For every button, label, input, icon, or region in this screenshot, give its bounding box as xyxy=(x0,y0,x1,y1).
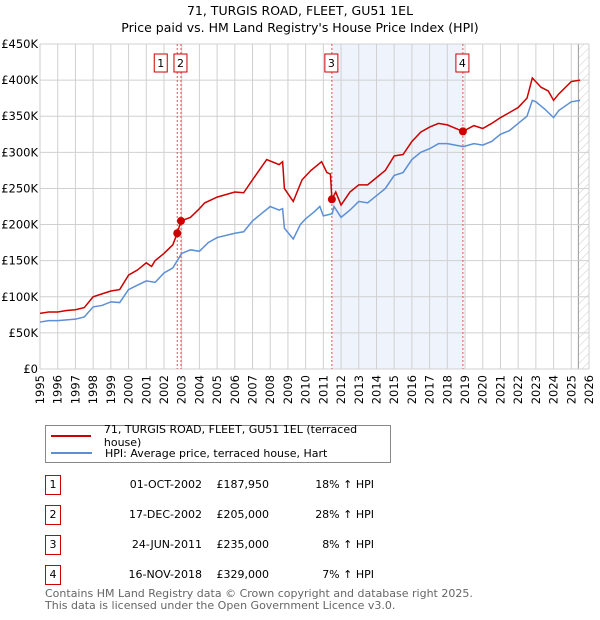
transaction-point xyxy=(176,216,185,225)
series-line-property xyxy=(39,76,581,315)
transaction-hpi-change: 28% ↑ HPI xyxy=(315,508,374,521)
transaction-number-badge: 1 xyxy=(45,475,61,495)
transaction-price: £205,000 xyxy=(216,508,270,521)
transaction-number-badge: 4 xyxy=(45,565,61,585)
x-tick-label: 1999 xyxy=(104,375,118,404)
transaction-date: 24-JUN-2011 xyxy=(131,538,202,551)
x-tick-label: 2001 xyxy=(139,375,153,404)
transaction-row: 4 16-NOV-2018 £329,000 7% ↑ HPI xyxy=(45,565,465,585)
series-line-hpi xyxy=(39,99,581,323)
x-tick-label: 2018 xyxy=(440,375,454,404)
legend-item-property: 71, TURGIS ROAD, FLEET, GU51 1EL (terrac… xyxy=(46,423,390,449)
x-tick-label: 2014 xyxy=(369,375,383,404)
legend-swatch-red xyxy=(51,435,91,437)
x-tick-label: 2010 xyxy=(299,375,313,404)
y-tick-label: £200K xyxy=(1,218,38,232)
x-tick-label: 2006 xyxy=(228,375,242,404)
x-tick-label: 2020 xyxy=(476,375,490,404)
y-tick-label: £50K xyxy=(9,326,39,340)
transaction-date: 01-OCT-2002 xyxy=(129,478,202,491)
x-tick-label: 2000 xyxy=(122,375,136,404)
transaction-label-box xyxy=(153,53,168,73)
transaction-price: £329,000 xyxy=(216,568,270,581)
x-tick-label: 2023 xyxy=(529,375,543,404)
transaction-price: £235,000 xyxy=(216,538,270,551)
y-tick-label: £350K xyxy=(1,109,38,123)
x-tick-label: 2022 xyxy=(511,375,525,404)
x-tick-label: 2012 xyxy=(334,375,348,404)
x-tick-label: 2007 xyxy=(246,375,260,404)
legend-swatch-blue xyxy=(51,452,92,454)
x-tick-label: 2003 xyxy=(175,375,189,404)
transaction-hpi-change: 8% ↑ HPI xyxy=(322,538,374,551)
transaction-number-badge: 3 xyxy=(45,535,61,555)
transaction-label: 1 xyxy=(157,57,164,70)
legend-label: 71, TURGIS ROAD, FLEET, GU51 1EL (terrac… xyxy=(103,423,358,449)
transaction-hpi-change: 7% ↑ HPI xyxy=(322,568,374,581)
y-tick-label: £150K xyxy=(1,254,38,268)
transaction-date: 17-DEC-2002 xyxy=(128,508,202,521)
x-tick-label: 2024 xyxy=(547,375,561,404)
transaction-point xyxy=(173,229,182,238)
transaction-label: 2 xyxy=(177,57,184,70)
y-tick-label: £100K xyxy=(1,290,38,304)
x-tick-label: 2008 xyxy=(263,375,277,404)
x-tick-label: 1995 xyxy=(33,375,47,404)
x-tick-label: 2011 xyxy=(316,375,330,404)
x-tick-label: 2017 xyxy=(423,375,437,404)
y-tick-label: £250K xyxy=(1,181,38,195)
transaction-point xyxy=(458,127,467,136)
chart-title: 71, TURGIS ROAD, FLEET, GU51 1EL xyxy=(186,3,414,18)
shaded-period xyxy=(331,44,463,369)
legend-item-hpi: HPI: Average price, terraced house, Hart xyxy=(46,445,327,461)
footer: Contains HM Land Registry data © Crown c… xyxy=(45,588,473,612)
chart-subtitle: Price paid vs. HM Land Registry's House … xyxy=(121,20,479,35)
transaction-point xyxy=(327,195,336,204)
transaction-row: 1 01-OCT-2002 £187,950 18% ↑ HPI xyxy=(45,475,465,495)
transaction-row: 2 17-DEC-2002 £205,000 28% ↑ HPI xyxy=(45,505,465,525)
footer-line: This data is licensed under the Open Gov… xyxy=(45,599,396,612)
x-tick-label: 2025 xyxy=(564,375,578,404)
x-tick-label: 2013 xyxy=(352,375,366,404)
x-tick-label: 2019 xyxy=(458,375,472,404)
transaction-date: 16-NOV-2018 xyxy=(128,568,202,581)
legend-label: HPI: Average price, terraced house, Hart xyxy=(105,446,328,460)
x-tick-label: 2016 xyxy=(405,375,419,404)
x-tick-label: 2002 xyxy=(157,375,171,404)
x-tick-label: 2026 xyxy=(582,375,596,404)
legend: 71, TURGIS ROAD, FLEET, GU51 1EL (terrac… xyxy=(45,423,391,463)
transaction-label-box xyxy=(324,53,339,73)
y-tick-label: £400K xyxy=(1,73,38,87)
y-tick-label: £450K xyxy=(1,37,38,51)
x-tick-label: 1996 xyxy=(51,375,65,404)
transaction-row: 3 24-JUN-2011 £235,000 8% ↑ HPI xyxy=(45,535,465,555)
x-tick-label: 2021 xyxy=(493,375,507,404)
x-tick-label: 1998 xyxy=(86,375,100,404)
x-tick-label: 2005 xyxy=(210,375,224,404)
x-tick-label: 2004 xyxy=(192,375,206,404)
x-tick-label: 2009 xyxy=(281,375,295,404)
y-tick-label: £0 xyxy=(23,362,38,376)
future-hatched-area xyxy=(578,44,589,369)
transaction-label-box xyxy=(455,53,470,73)
transaction-number-badge: 2 xyxy=(45,505,61,525)
transaction-hpi-change: 18% ↑ HPI xyxy=(315,478,374,491)
transaction-label: 4 xyxy=(459,57,466,70)
y-tick-label: £300K xyxy=(1,145,38,159)
footer-line: Contains HM Land Registry data © Crown c… xyxy=(45,587,473,600)
transaction-price: £187,950 xyxy=(216,478,270,491)
transaction-label: 3 xyxy=(328,57,335,70)
price-chart: 1995 1996 1997 1998 1999 2000 2001 2002 2003 2004… xyxy=(1,37,596,404)
x-tick-label: 1997 xyxy=(68,375,82,404)
transaction-label-box xyxy=(173,53,188,73)
x-tick-label: 2015 xyxy=(387,375,401,404)
